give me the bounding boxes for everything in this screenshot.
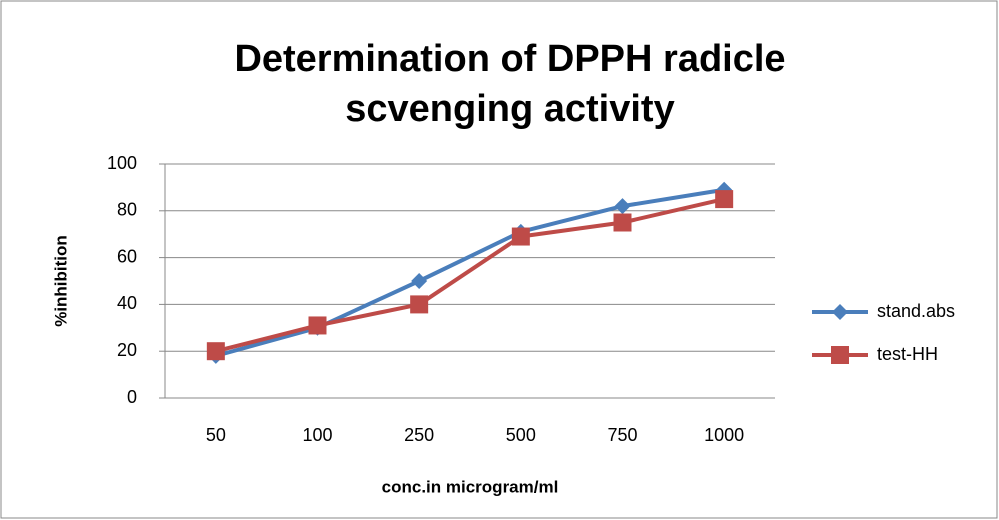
y-tick-label: 20 — [117, 340, 137, 360]
legend-marker — [831, 346, 849, 364]
y-axis-label: %inhibition — [51, 235, 70, 327]
data-point — [614, 198, 631, 215]
legend-label: test-HH — [877, 344, 938, 364]
x-tick-label: 100 — [302, 425, 332, 445]
y-tick-label: 100 — [107, 153, 137, 173]
x-tick-label: 250 — [404, 425, 434, 445]
x-tick-label: 1000 — [704, 425, 744, 445]
legend-label: stand.abs — [877, 301, 955, 321]
data-point — [613, 213, 632, 232]
x-tick-label: 50 — [206, 425, 226, 445]
y-tick-label: 0 — [127, 387, 137, 407]
data-point — [715, 190, 734, 209]
chart-title: Determination of DPPH radicle scvenging … — [234, 38, 786, 130]
data-point — [511, 227, 530, 246]
series-line — [215, 187, 725, 358]
y-tick-label: 80 — [117, 200, 137, 220]
x-axis-label: conc.in microgram/ml — [382, 477, 559, 496]
y-tick-label: 60 — [117, 246, 137, 266]
x-tick-label: 750 — [607, 425, 637, 445]
data-point — [206, 342, 225, 361]
legend-marker — [832, 304, 848, 320]
y-tick-label: 40 — [117, 293, 137, 313]
data-point — [308, 316, 327, 335]
data-point — [411, 273, 428, 289]
data-point — [410, 295, 429, 314]
x-tick-label: 500 — [506, 425, 536, 445]
series-line — [215, 197, 725, 354]
